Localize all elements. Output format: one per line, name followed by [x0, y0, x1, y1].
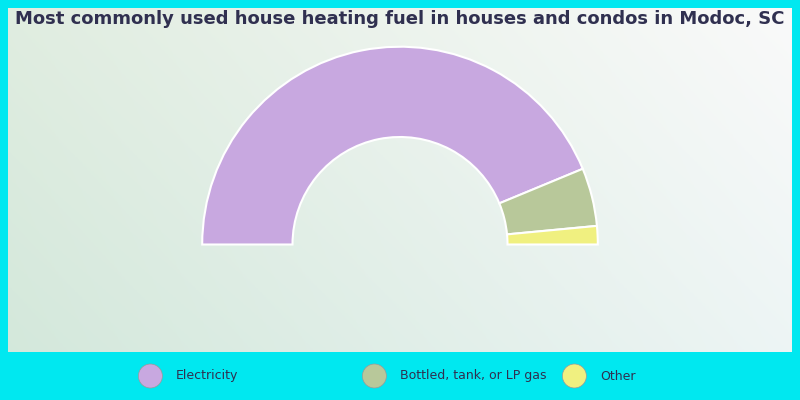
- Wedge shape: [202, 47, 582, 244]
- Wedge shape: [499, 169, 597, 234]
- Ellipse shape: [138, 364, 162, 388]
- Text: Bottled, tank, or LP gas: Bottled, tank, or LP gas: [400, 370, 546, 382]
- Text: Other: Other: [600, 370, 635, 382]
- Ellipse shape: [562, 364, 586, 388]
- Wedge shape: [507, 226, 598, 244]
- Text: Electricity: Electricity: [176, 370, 238, 382]
- Ellipse shape: [362, 364, 386, 388]
- Text: Most commonly used house heating fuel in houses and condos in Modoc, SC: Most commonly used house heating fuel in…: [15, 10, 785, 28]
